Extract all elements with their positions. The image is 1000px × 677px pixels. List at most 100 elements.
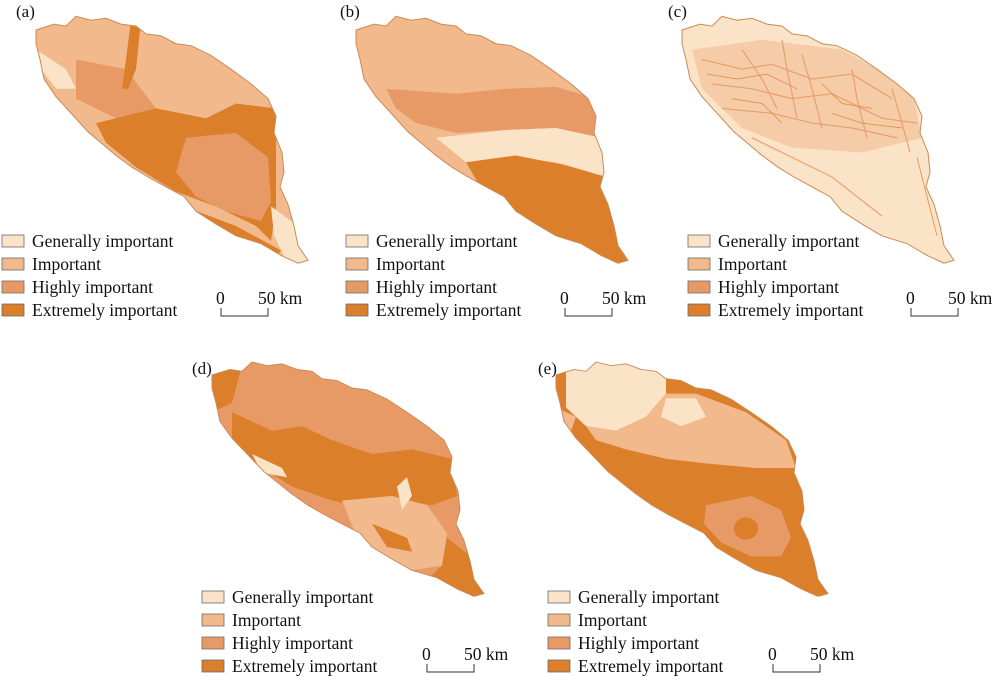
legend-swatch	[547, 636, 571, 650]
legend-swatch	[687, 303, 711, 317]
legend-swatch	[345, 234, 369, 248]
scale-end-label: 50 km	[602, 288, 647, 308]
legend-item: Important	[345, 254, 445, 274]
legend-swatch	[1, 257, 25, 271]
legend-item: Important	[547, 610, 647, 630]
scale-start-label: 0	[768, 644, 777, 664]
legend-item: Highly important	[201, 633, 353, 653]
scale-end-label: 50 km	[464, 644, 509, 664]
legend-swatch	[687, 280, 711, 294]
scale-end-label: 50 km	[810, 644, 855, 664]
zone-extreme	[372, 523, 412, 552]
legend-item: Extremely important	[687, 300, 863, 320]
legend-label: Important	[32, 254, 101, 274]
scale-bar-b: 0 50 km	[560, 288, 647, 317]
zone-important	[586, 393, 796, 468]
legend-label: Generally important	[718, 231, 860, 251]
scale-bar-e: 0 50 km	[768, 644, 855, 673]
legend-item: Generally important	[1, 231, 174, 251]
legend-item: Generally important	[201, 587, 374, 607]
legend-swatch	[201, 613, 225, 627]
scale-line	[220, 308, 269, 317]
legend-label: Extremely important	[32, 300, 177, 320]
legend-label: Generally important	[376, 231, 518, 251]
scale-line	[426, 664, 475, 673]
panel-label-d: (d)	[192, 359, 212, 378]
panel-a: (a) Generally important Important	[1, 2, 309, 320]
legend-label: Highly important	[32, 277, 153, 297]
legend-swatch	[1, 280, 25, 294]
panel-label-a: (a)	[16, 2, 35, 21]
legend-item: Generally important	[345, 231, 518, 251]
legend-item: Generally important	[547, 587, 720, 607]
legend-label: Highly important	[578, 633, 699, 653]
zone-general	[397, 477, 412, 510]
scale-start-label: 0	[422, 644, 431, 664]
legend-item: Extremely important	[1, 300, 177, 320]
legend-label: Highly important	[376, 277, 497, 297]
zone-highly	[76, 59, 156, 119]
legend-item: Highly important	[547, 633, 699, 653]
scale-bar-a: 0 50 km	[216, 288, 303, 317]
panel-b: (b) Generally important Important Highly…	[340, 2, 647, 320]
scale-start-label: 0	[216, 288, 225, 308]
legend-swatch	[687, 257, 711, 271]
legend-swatch	[547, 613, 571, 627]
scale-start-label: 0	[560, 288, 569, 308]
scale-bar-c: 0 50 km	[906, 288, 993, 317]
legend-swatch	[687, 234, 711, 248]
legend-label: Generally important	[232, 587, 374, 607]
legend-label: Generally important	[32, 231, 174, 251]
zone-general	[436, 128, 606, 177]
legend-item: Highly important	[687, 277, 839, 297]
scale-start-label: 0	[906, 288, 915, 308]
panel-c: (c)	[668, 2, 993, 320]
zone-extreme	[212, 365, 242, 413]
legend-label: Extremely important	[232, 656, 377, 676]
map-e	[555, 361, 829, 597]
legend-item: Extremely important	[547, 656, 723, 676]
legend-swatch	[345, 280, 369, 294]
zone-general	[36, 49, 76, 89]
legend-label: Important	[578, 610, 647, 630]
legend-swatch	[201, 659, 225, 673]
panel-d: (d) Generally important Important	[192, 359, 509, 676]
legend-d: Generally important Important Highly imp…	[201, 587, 377, 676]
legend-swatch	[345, 303, 369, 317]
legend-swatch	[201, 590, 225, 604]
zone-general	[252, 454, 287, 478]
legend-item: Generally important	[687, 231, 860, 251]
legend-e: Generally important Important Highly imp…	[547, 587, 723, 676]
zone-extreme	[466, 155, 628, 264]
legend-item: Highly important	[345, 277, 497, 297]
panel-label-c: (c)	[668, 2, 687, 21]
zone-highly	[701, 39, 918, 217]
zone-highly	[386, 86, 601, 138]
legend-swatch	[1, 234, 25, 248]
zone-extreme	[706, 73, 938, 236]
zone-highly	[176, 132, 271, 222]
legend-label: Important	[376, 254, 445, 274]
zone-general	[566, 361, 666, 431]
legend-swatch	[547, 590, 571, 604]
legend-item: Extremely important	[201, 656, 377, 676]
legend-label: Important	[232, 610, 301, 630]
legend-label: Highly important	[718, 277, 839, 297]
scale-end-label: 50 km	[258, 288, 303, 308]
zone-general	[661, 398, 706, 427]
panel-label-e: (e)	[538, 359, 557, 378]
legend-label: Extremely important	[376, 300, 521, 320]
legend-swatch	[201, 636, 225, 650]
legend-item: Extremely important	[345, 300, 521, 320]
legend-swatch	[1, 303, 25, 317]
scale-bar-d: 0 50 km	[422, 644, 509, 673]
zone-extreme	[734, 517, 758, 540]
scale-line	[772, 664, 821, 673]
legend-item: Highly important	[1, 277, 153, 297]
legend-label: Highly important	[232, 633, 353, 653]
legend-item: Important	[1, 254, 101, 274]
legend-swatch	[345, 257, 369, 271]
legend-c: Generally important Important Highly imp…	[687, 231, 863, 320]
legend-label: Extremely important	[578, 656, 723, 676]
